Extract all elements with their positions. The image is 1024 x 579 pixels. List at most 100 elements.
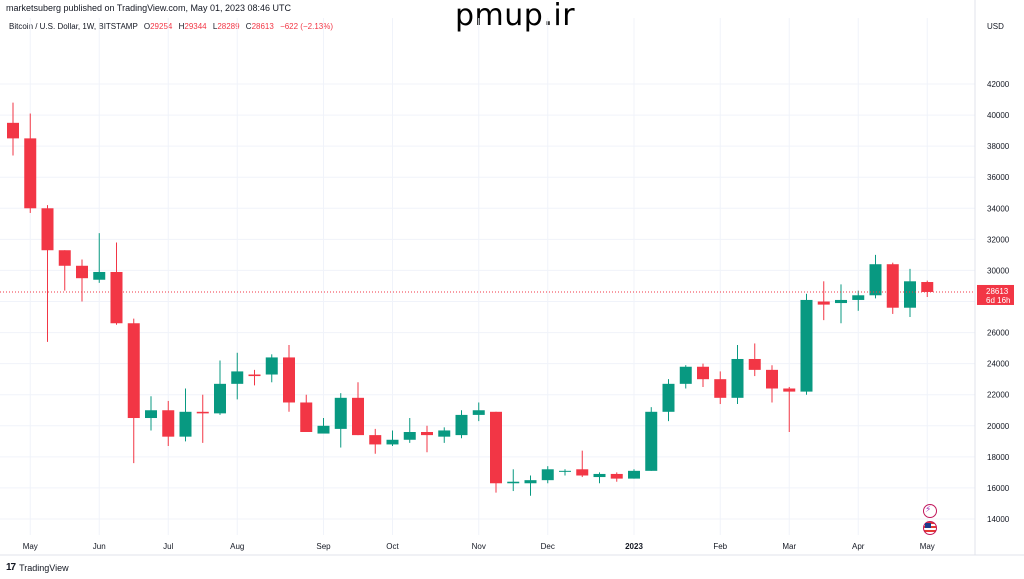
candle-body [731,358,744,398]
y-tick-label: 34000 [987,204,1010,213]
candle-body [662,383,675,412]
candle-body [265,357,278,375]
y-tick-label: 22000 [987,391,1010,400]
candle-body [783,388,796,392]
publisher-note: marketsuberg published on TradingView.co… [6,3,291,13]
candle-body [438,430,451,437]
x-tick-label: Apr [852,542,865,551]
candle-body [576,469,589,476]
candle-body [472,410,485,415]
candle-body [421,432,433,436]
x-tick-label: Jun [93,542,106,551]
candle-body [869,264,882,296]
close-value: 28613 [251,22,274,31]
candle-body [714,379,727,398]
candle-body [231,371,244,384]
candle-body [921,282,934,292]
y-tick-label: 18000 [987,453,1010,462]
candle-body [369,435,382,445]
open-label: O [143,22,151,31]
candle-body [300,402,313,432]
last-price-countdown: 6d 16h [986,296,1010,305]
candle-body [127,323,140,419]
candle-body [490,411,502,484]
candle-body [76,265,88,279]
high-value: 29344 [184,22,207,31]
x-tick-label: Jul [163,542,173,551]
candle-body [541,469,554,481]
candle-body [852,295,865,300]
candle-body [800,299,813,392]
candle-body [179,411,192,437]
candle-body [110,271,123,324]
y-tick-label: 24000 [987,360,1010,369]
y-tick-label: 32000 [987,235,1010,244]
x-tick-label: Mar [782,542,796,551]
tradingview-logo-icon: 17 [6,562,16,573]
candle-body [386,439,399,445]
close-label: C [245,22,252,31]
low-value: 28289 [217,22,240,31]
last-price-tag [977,284,1014,305]
low-label: L [212,22,218,31]
watermark-text: pmup.ir [455,0,576,33]
y-tick-label: 38000 [987,142,1010,151]
candle-body [352,397,364,436]
candle-body [41,208,54,251]
candle-body [145,410,157,419]
x-tick-label: May [920,542,935,551]
currency-label: USD [987,22,1004,31]
candle-body [248,374,261,377]
footer-brand: TradingView [19,562,69,573]
candle-body [766,369,778,389]
candle-body [334,397,347,429]
y-tick-label: 36000 [987,173,1010,182]
x-tick-label: Sep [316,542,331,551]
change-value: −622 (−2.13%) [280,22,333,31]
y-tick-label: 40000 [987,111,1010,120]
candle-body [559,470,571,472]
x-tick-label: Oct [386,542,399,551]
candle-body [904,281,916,308]
candle-body [7,122,19,139]
candle-body [196,411,209,414]
symbol-legend: Bitcoin / U.S. Dollar, 1W, BITSTAMP O292… [9,22,333,31]
candle-body [628,470,640,479]
candle-body [403,432,416,440]
x-tick-label: Aug [230,542,244,551]
y-tick-label: 14000 [987,515,1010,524]
candle-body [317,425,330,434]
candle-body [697,366,709,380]
candle-body [886,264,899,308]
candle-body [24,138,37,209]
y-tick-label: 20000 [987,422,1010,431]
candle-body [524,480,537,484]
high-label: H [178,22,185,31]
candle-body [748,358,761,370]
x-tick-label: May [23,542,38,551]
candle-body [455,414,468,436]
event-lightning-icon[interactable] [923,504,937,518]
open-value: 29254 [150,22,173,31]
candle-body [610,473,623,479]
y-tick-label: 30000 [987,266,1010,275]
x-tick-label: 2023 [625,542,643,551]
footer: 17 TradingView [6,562,69,573]
last-price-value: 28613 [986,287,1009,296]
candle-body [679,366,692,384]
x-tick-label: Dec [541,542,555,551]
candle-body [214,383,226,414]
y-tick-label: 42000 [987,80,1010,89]
candle-body [645,411,658,471]
y-tick-label: 16000 [987,484,1010,493]
candle-body [835,299,847,304]
y-tick-label: 26000 [987,329,1010,338]
candle-body [507,481,520,484]
x-tick-label: Feb [713,542,727,551]
symbol-title: Bitcoin / U.S. Dollar, 1W, BITSTAMP [9,22,138,31]
candle-body [283,357,295,403]
candle-body [58,250,71,266]
us-flag-icon[interactable] [923,521,937,535]
candle-body [593,473,606,478]
